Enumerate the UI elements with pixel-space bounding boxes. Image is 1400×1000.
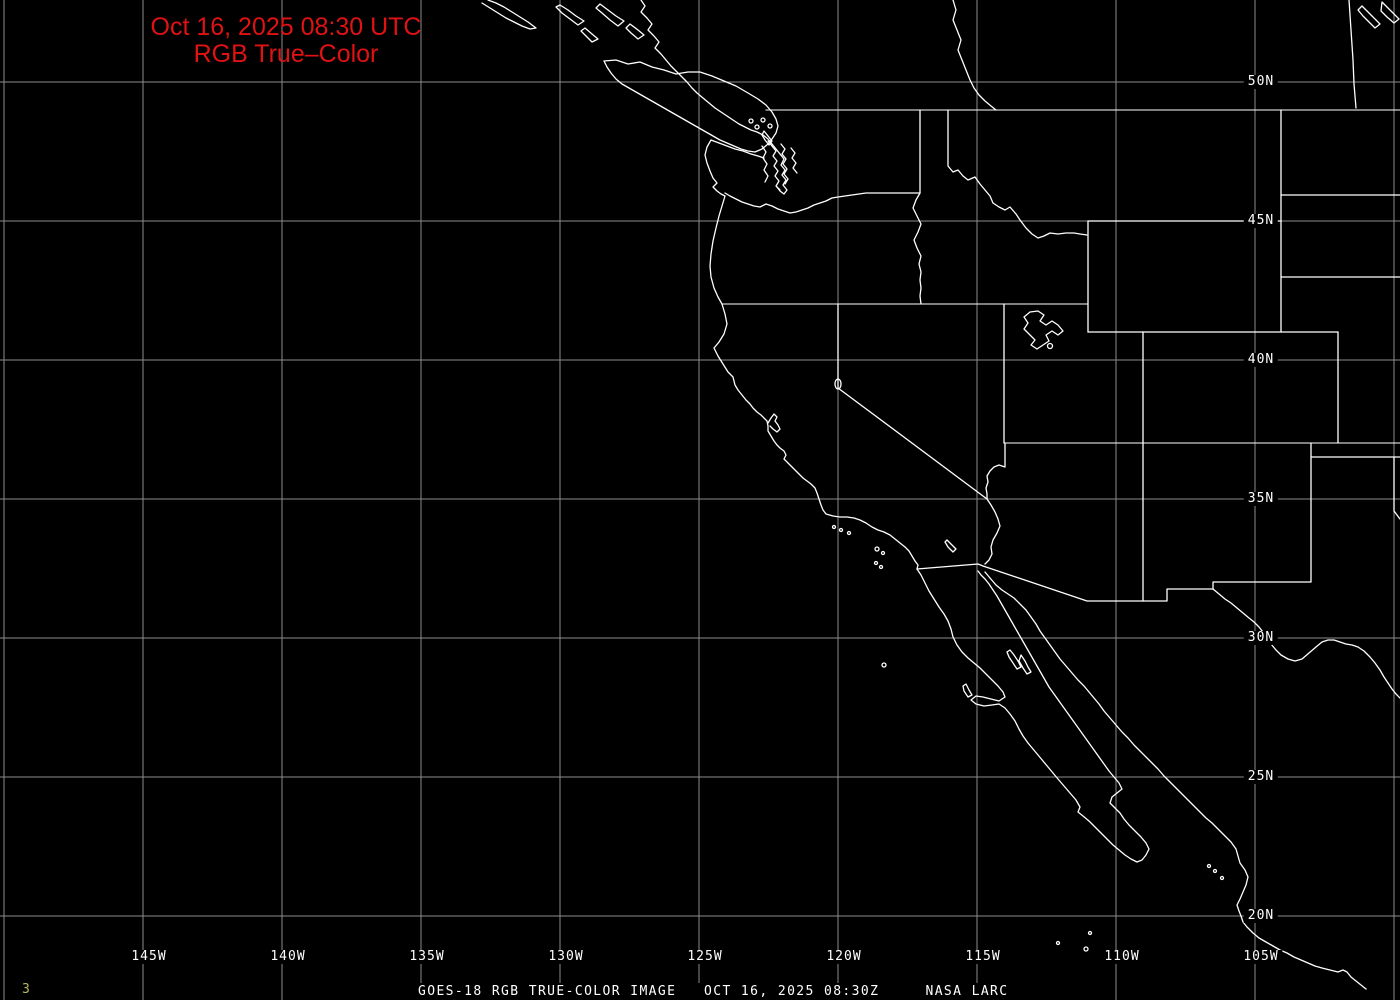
product-name-line: RGB True–Color <box>193 40 379 68</box>
island-cedros <box>962 683 973 698</box>
lon-label: 125W <box>683 950 727 964</box>
lon-label: 135W <box>405 950 449 964</box>
border-nm-tx <box>1212 442 1312 590</box>
coastline-california <box>713 303 919 570</box>
island-san-juan-3 <box>760 117 766 123</box>
coastline-bc-archipelago-1 <box>555 4 585 26</box>
coastline-bc-mainland <box>640 0 788 195</box>
coastline-baja-california <box>916 568 1150 863</box>
lon-label: 140W <box>266 950 310 964</box>
island-revillagigedo-2 <box>1087 930 1093 936</box>
coastline-juan-de-fuca-south-shore <box>710 139 765 159</box>
island-channel-1 <box>831 524 837 530</box>
coastline-vancouver-island <box>603 59 779 153</box>
island-whidbey <box>761 130 773 146</box>
island-marias-3 <box>1219 875 1225 881</box>
coastline-oregon <box>709 195 726 305</box>
lat-label: 50N <box>1243 75 1279 89</box>
island-marias-1 <box>1206 863 1212 869</box>
lon-label: 115W <box>961 950 1005 964</box>
island-marias-2 <box>1212 868 1218 874</box>
border-ca-az-colorado-river <box>984 498 1001 565</box>
coastline-bc-archipelago-3 <box>625 23 645 40</box>
lat-label: 40N <box>1243 353 1279 367</box>
lon-label: 120W <box>822 950 866 964</box>
lake-great-salt <box>1023 310 1064 350</box>
border-tx-100w <box>1393 456 1400 520</box>
lon-label: 130W <box>544 950 588 964</box>
border-us-mexico-west <box>916 563 1214 602</box>
frame-number: 3 <box>22 982 30 997</box>
lake-manitoba-shore-2 <box>1380 1 1400 24</box>
border-nv-az-colorado-river <box>985 442 1006 500</box>
border-id-mt <box>947 109 1088 239</box>
border-wa-or-columbia-river <box>724 192 921 214</box>
island-san-clemente-2 <box>873 560 879 566</box>
island-san-clemente-3 <box>878 564 884 570</box>
island-channel-2 <box>838 527 844 533</box>
island-tiburon <box>1006 649 1022 670</box>
island-channel-3 <box>846 530 852 536</box>
lat-label: 35N <box>1243 492 1279 506</box>
border-sask-manitoba <box>1348 0 1357 109</box>
border-bc-alberta <box>952 0 997 111</box>
island-san-clemente-1 <box>880 550 886 556</box>
lon-label: 105W <box>1239 950 1283 964</box>
lake-manitoba-shore-1 <box>1357 5 1381 29</box>
caption-bar: GOES-18 RGB TRUE-COLOR IMAGE OCT 16, 202… <box>414 983 1013 1000</box>
lat-label: 20N <box>1243 909 1279 923</box>
border-rio-grande <box>1212 588 1400 699</box>
coastline-bc-island-chain <box>481 0 537 30</box>
coastline-hood-canal <box>761 145 769 183</box>
timestamp-line: Oct 16, 2025 08:30 UTC <box>150 13 422 41</box>
island-revillagigedo-3 <box>1083 946 1089 952</box>
lake-tahoe <box>834 378 842 390</box>
coastline-puget-sound-3 <box>790 147 798 174</box>
lat-label: 25N <box>1243 770 1279 784</box>
coastline-puget-sound-2 <box>780 143 789 185</box>
lake-salton-sea <box>944 539 957 553</box>
coastline-sonora-sinaloa <box>984 571 1367 990</box>
coastline-san-francisco-bay <box>767 413 781 433</box>
border-id-or-snake-river <box>912 192 922 305</box>
island-san-juan-1 <box>748 118 754 124</box>
border-ca-nv-diagonal <box>837 387 988 500</box>
lat-label: 30N <box>1243 631 1279 645</box>
island-san-juan-2 <box>754 124 760 130</box>
island-guadalupe <box>881 662 887 668</box>
island-angel-de-la-guarda <box>1018 654 1032 675</box>
coastline-bc-archipelago-4 <box>580 27 599 43</box>
lake-utah <box>1046 342 1054 350</box>
coastline-bc-archipelago-2 <box>595 3 625 27</box>
lat-label: 45N <box>1243 214 1279 228</box>
island-san-juan-4 <box>767 123 773 129</box>
coastline-puget-sound-1 <box>767 140 781 191</box>
island-catalina <box>874 546 880 552</box>
coastline-olympic-peninsula <box>704 139 726 197</box>
image-timestamp-overlay: Oct 16, 2025 08:30 UTC RGB True–Color <box>150 14 422 68</box>
lon-label: 110W <box>1100 950 1144 964</box>
island-revillagigedo-1 <box>1055 940 1061 946</box>
lon-label: 145W <box>127 950 171 964</box>
